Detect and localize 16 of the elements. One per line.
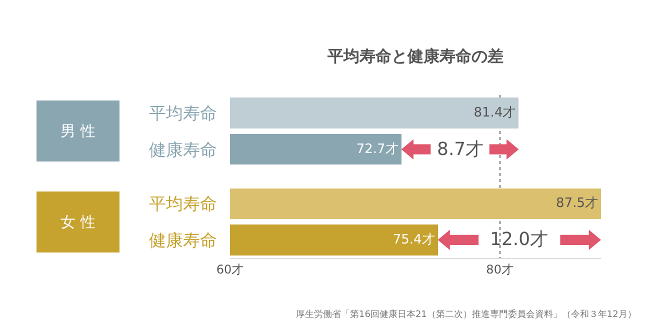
y-tick-label: 平均寿命 [149,194,217,215]
text: 男 性 [60,122,96,140]
text: 厚生労働省「第16回健康日本21（第二次）推進専門委員会資料」（令和３年12月） [296,309,636,320]
data-label: 87.5才 [556,196,598,212]
y-tick-label: 平均寿命 [149,104,217,124]
chart-title: 平均寿命と健康寿命の差 [326,46,504,66]
x-tick-label: 60才 [216,262,244,276]
annotation: 8.7才 [437,139,484,160]
y-tick-label: 健康寿命 [149,140,217,160]
data-label: 75.4才 [392,232,435,248]
x-tick-label: 80才 [486,262,514,276]
annotation: 12.0才 [490,229,548,250]
data-label: 81.4才 [474,106,516,121]
text: 女 性 [60,213,96,231]
y-tick-label: 健康寿命 [149,230,217,251]
data-label: 72.7才 [356,142,398,157]
